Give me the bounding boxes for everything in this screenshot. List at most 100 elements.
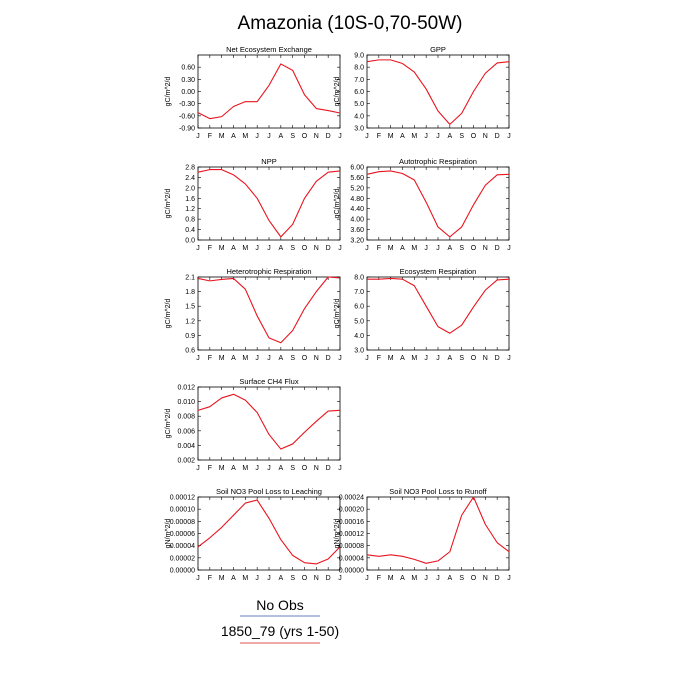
y-tick-label: 0.00000	[170, 568, 195, 575]
x-tick-label: J	[507, 355, 511, 362]
y-tick-label: 2.4	[185, 175, 195, 182]
x-tick-label: M	[388, 245, 394, 252]
y-tick-label: 8.0	[354, 275, 364, 282]
x-tick-label: S	[290, 133, 295, 140]
y-axis-label: gC/m^2/d	[165, 77, 172, 107]
x-tick-label: A	[447, 245, 452, 252]
x-tick-label: N	[314, 575, 319, 582]
y-tick-label: 4.0	[354, 333, 364, 340]
y-axis-label: gC/m^2/d	[334, 189, 341, 219]
panel-title: GPP	[430, 45, 446, 54]
panel-5: Heterotrophic Respiration 0.6 0.9 1.2 1.5 1.8…	[165, 267, 342, 362]
x-tick-label: N	[483, 245, 488, 252]
series-line	[197, 169, 341, 238]
y-tick-label: 0.00004	[170, 543, 195, 550]
x-tick-label: J	[196, 465, 200, 472]
x-tick-label: N	[483, 575, 488, 582]
x-tick-label: D	[495, 245, 500, 252]
y-tick-label: 0.4	[185, 227, 195, 234]
y-tick-label: 0.012	[177, 385, 195, 392]
y-tick-label: 0.002	[177, 458, 195, 465]
x-tick-label: D	[326, 133, 331, 140]
y-tick-label: 0.0	[185, 238, 195, 245]
y-tick-label: 7.0	[354, 289, 364, 296]
x-tick-label: A	[231, 465, 236, 472]
x-tick-label: M	[388, 355, 394, 362]
x-tick-label: F	[377, 575, 381, 582]
x-tick-label: M	[242, 355, 248, 362]
y-tick-label: 3.20	[350, 238, 364, 245]
y-tick-label: 4.00	[350, 217, 364, 224]
x-tick-label: O	[302, 133, 308, 140]
legend-label-obs: No Obs	[256, 597, 303, 613]
x-tick-label: N	[314, 355, 319, 362]
series-line	[197, 393, 341, 450]
x-tick-label: J	[507, 575, 511, 582]
x-tick-label: J	[267, 355, 271, 362]
y-tick-label: 0.006	[177, 428, 195, 435]
y-tick-label: 3.60	[350, 227, 364, 234]
x-tick-label: O	[471, 575, 477, 582]
x-tick-label: J	[267, 465, 271, 472]
x-tick-label: J	[255, 133, 259, 140]
y-tick-label: 4.40	[350, 206, 364, 213]
x-tick-label: D	[495, 355, 500, 362]
figure-title: Amazonia (10S-0,70-50W)	[238, 13, 463, 34]
y-axis-label: gC/m^2/d	[165, 409, 172, 439]
x-tick-label: M	[219, 133, 225, 140]
x-tick-label: M	[411, 133, 417, 140]
y-tick-label: 0.8	[185, 217, 195, 224]
y-tick-label: 2.8	[185, 165, 195, 172]
x-tick-label: S	[290, 575, 295, 582]
y-tick-label: 1.2	[185, 318, 195, 325]
x-tick-label: J	[196, 245, 200, 252]
plot-frame	[197, 496, 341, 571]
x-tick-label: D	[326, 575, 331, 582]
x-tick-label: J	[196, 575, 200, 582]
y-tick-label: 0.00002	[170, 555, 195, 562]
x-tick-label: A	[400, 355, 405, 362]
series-line	[197, 499, 341, 565]
y-tick-label: 0.00000	[339, 568, 364, 575]
y-tick-label: 1.5	[185, 304, 195, 311]
x-tick-label: D	[326, 245, 331, 252]
y-axis-label: gC/m^2/d	[334, 299, 341, 329]
x-tick-label: F	[208, 355, 212, 362]
y-tick-label: 5.0	[354, 101, 364, 108]
x-tick-label: M	[242, 575, 248, 582]
y-tick-label: 1.8	[185, 289, 195, 296]
x-tick-label: J	[267, 245, 271, 252]
x-tick-label: M	[411, 355, 417, 362]
x-tick-label: F	[377, 355, 381, 362]
y-tick-label: 5.20	[350, 185, 364, 192]
x-tick-label: F	[377, 133, 381, 140]
y-tick-label: 9.0	[354, 53, 364, 60]
x-tick-label: A	[231, 355, 236, 362]
x-tick-label: S	[459, 133, 464, 140]
y-tick-label: 5.0	[354, 318, 364, 325]
x-tick-label: F	[208, 465, 212, 472]
x-tick-label: J	[338, 575, 342, 582]
x-tick-label: J	[365, 245, 369, 252]
y-tick-label: 0.30	[181, 77, 195, 84]
y-tick-label: 0.00012	[170, 495, 195, 502]
x-tick-label: M	[219, 465, 225, 472]
y-tick-label: 8.0	[354, 65, 364, 72]
plot-frame	[366, 54, 510, 129]
y-tick-label: 6.0	[354, 89, 364, 96]
x-tick-label: M	[388, 575, 394, 582]
panel-title: Surface CH4 Flux	[239, 377, 298, 386]
series-line	[366, 496, 510, 564]
y-axis-label: gN/m^2/d	[334, 519, 341, 549]
x-tick-label: M	[411, 245, 417, 252]
x-tick-label: M	[242, 245, 248, 252]
x-tick-label: M	[388, 133, 394, 140]
x-tick-label: J	[365, 133, 369, 140]
x-tick-label: J	[338, 133, 342, 140]
y-tick-label: 6.00	[350, 165, 364, 172]
x-tick-label: N	[483, 133, 488, 140]
y-axis-label: gN/m^2/d	[165, 519, 172, 549]
legend: No Obs 1850_79 (yrs 1-50)	[221, 597, 339, 644]
x-tick-label: N	[314, 133, 319, 140]
x-tick-label: J	[255, 575, 259, 582]
